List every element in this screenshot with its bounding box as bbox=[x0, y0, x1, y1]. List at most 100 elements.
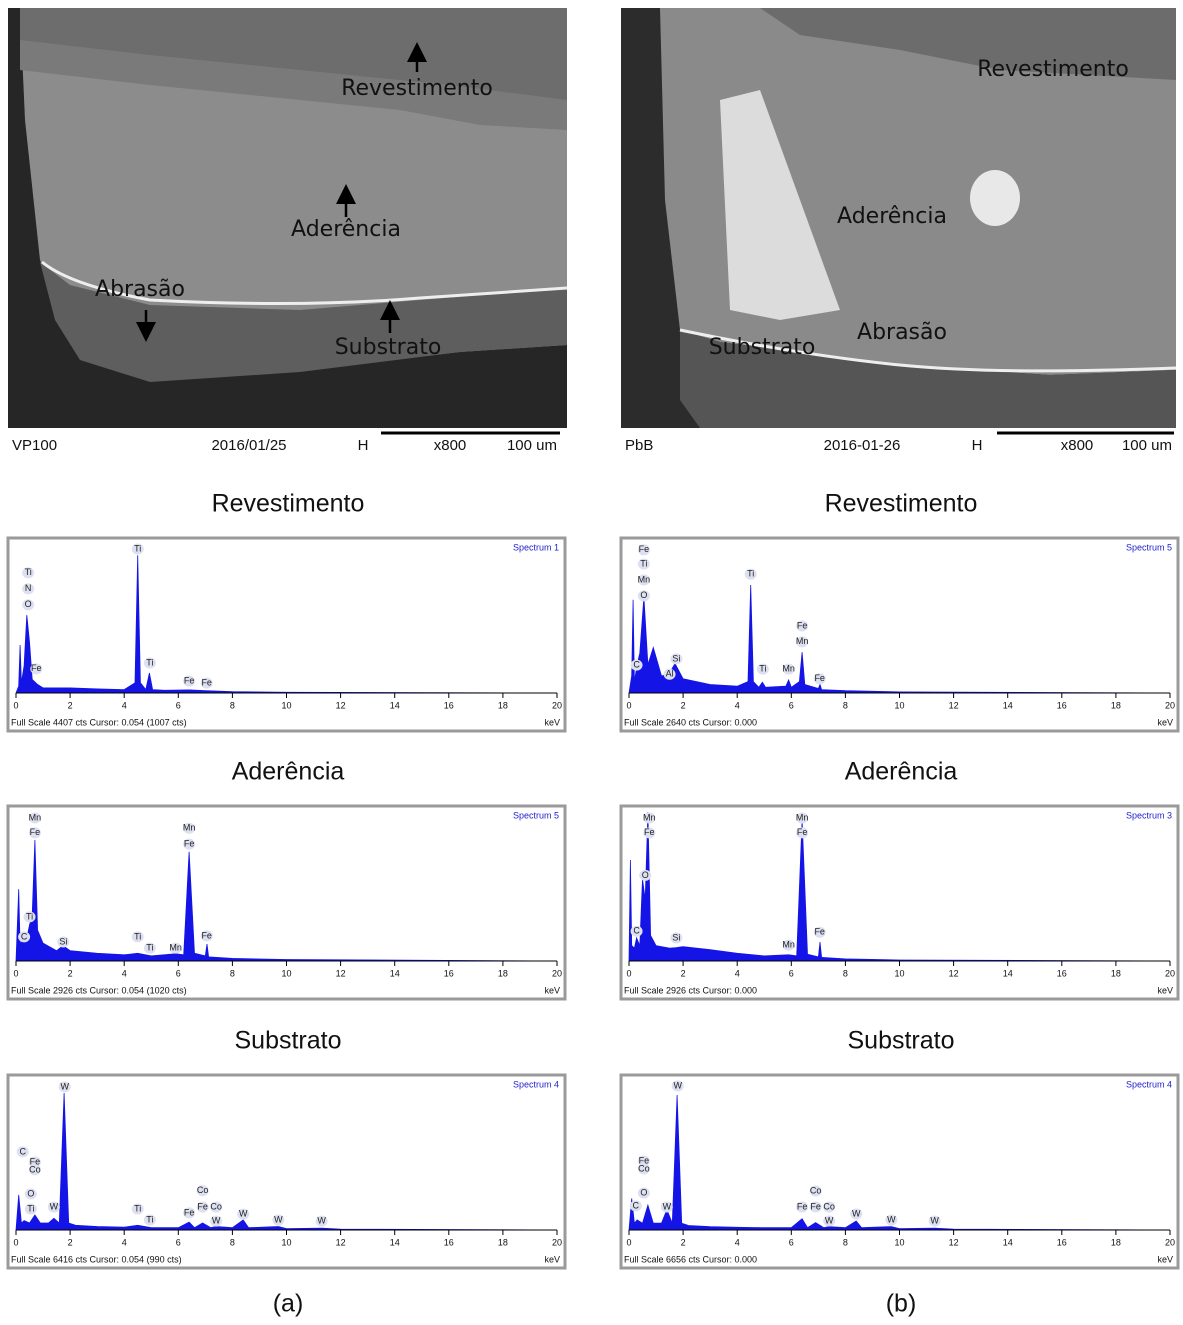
x-tick-label: 0 bbox=[626, 968, 631, 978]
peak-label: Co bbox=[29, 1164, 41, 1174]
peak-label: W bbox=[663, 1201, 672, 1211]
x-tick-label: 12 bbox=[336, 968, 346, 978]
x-tick-label: 8 bbox=[843, 968, 848, 978]
peak-label: Si bbox=[672, 653, 680, 663]
x-tick-label: 16 bbox=[444, 968, 454, 978]
peak-label: Fe bbox=[814, 927, 825, 937]
x-tick-label: 20 bbox=[1165, 1237, 1175, 1247]
x-tick-label: 10 bbox=[894, 968, 904, 978]
peak-label: Fe bbox=[797, 620, 808, 630]
x-tick-label: 0 bbox=[13, 968, 18, 978]
sem-label: Revestimento bbox=[341, 76, 493, 101]
peak-label: W bbox=[50, 1201, 59, 1211]
peak-label: C bbox=[21, 931, 28, 941]
x-tick-label: 0 bbox=[13, 700, 18, 710]
x-tick-label: 4 bbox=[122, 1237, 127, 1247]
x-tick-label: 14 bbox=[390, 700, 400, 710]
caption: (a) bbox=[273, 1290, 304, 1318]
peak-label: Ti bbox=[134, 931, 141, 941]
peak-label: Ti bbox=[134, 1203, 141, 1213]
x-tick-label: 0 bbox=[626, 1237, 631, 1247]
peak-label: W bbox=[239, 1208, 248, 1218]
peak-label: C bbox=[633, 660, 640, 670]
x-tick-label: 2 bbox=[68, 968, 73, 978]
peak-label: Al bbox=[666, 669, 674, 679]
spectrum-heading: Aderência bbox=[232, 758, 345, 786]
sem-label: Aderência bbox=[291, 217, 401, 242]
peak-label: Ti bbox=[146, 657, 153, 667]
peak-label: O bbox=[25, 599, 32, 609]
peak-label: Fe bbox=[201, 930, 212, 940]
x-tick-label: 10 bbox=[281, 700, 291, 710]
sem-info: H bbox=[972, 437, 983, 454]
peak-label: Mn bbox=[796, 636, 809, 646]
sem-label: Substrato bbox=[709, 335, 816, 360]
peak-label: Mn bbox=[29, 812, 42, 822]
x-tick-label: 0 bbox=[13, 1237, 18, 1247]
peak-label: Mn bbox=[796, 812, 809, 822]
x-tick-label: 4 bbox=[122, 700, 127, 710]
peak-label: C bbox=[633, 926, 640, 936]
peak-label: W bbox=[60, 1081, 69, 1091]
x-tick-label: 2 bbox=[681, 1237, 686, 1247]
sem-info: H bbox=[358, 437, 369, 454]
spectrum-name: Spectrum 3 bbox=[1126, 810, 1172, 820]
spectrum-name: Spectrum 5 bbox=[513, 810, 559, 820]
x-tick-label: 10 bbox=[894, 1237, 904, 1247]
peak-label: Ti bbox=[26, 911, 33, 921]
x-tick-label: 4 bbox=[735, 968, 740, 978]
x-tick-label: 10 bbox=[281, 1237, 291, 1247]
x-tick-label: 2 bbox=[681, 700, 686, 710]
sem-info: x800 bbox=[1061, 437, 1094, 454]
x-tick-label: 18 bbox=[498, 968, 508, 978]
peak-label: Mn bbox=[643, 812, 656, 822]
peak-label: Mn bbox=[638, 574, 651, 584]
peak-label: Ti bbox=[27, 1203, 34, 1213]
x-tick-label: 20 bbox=[1165, 968, 1175, 978]
sem-info: 100 um bbox=[1122, 437, 1172, 454]
x-tick-label: 16 bbox=[1057, 968, 1067, 978]
peak-label: W bbox=[212, 1215, 221, 1225]
peak-label: Fe bbox=[797, 827, 808, 837]
peak-label: Ti bbox=[640, 558, 647, 568]
peak-label: Fe bbox=[201, 678, 212, 688]
peak-label: N bbox=[25, 583, 32, 593]
x-tick-label: 16 bbox=[1057, 1237, 1067, 1247]
x-tick-label: 2 bbox=[68, 1237, 73, 1247]
sem-info: VP100 bbox=[12, 437, 57, 454]
x-tick-label: 12 bbox=[336, 1237, 346, 1247]
peak-label: W bbox=[673, 1080, 682, 1090]
x-tick-label: 14 bbox=[1003, 968, 1013, 978]
peak-label: C bbox=[633, 1200, 640, 1210]
x-tick-label: 12 bbox=[949, 968, 959, 978]
x-unit: keV bbox=[544, 1254, 560, 1264]
x-tick-label: 8 bbox=[230, 1237, 235, 1247]
spectrum-name: Spectrum 5 bbox=[1126, 542, 1172, 552]
x-tick-label: 6 bbox=[789, 700, 794, 710]
peak-label: C bbox=[20, 1146, 27, 1156]
peak-label: Ti bbox=[146, 1214, 153, 1224]
x-unit: keV bbox=[1157, 985, 1173, 995]
x-tick-label: 18 bbox=[498, 1237, 508, 1247]
x-tick-label: 4 bbox=[122, 968, 127, 978]
sem-label: Aderência bbox=[837, 204, 947, 229]
peak-label: W bbox=[274, 1214, 283, 1224]
peak-label: W bbox=[887, 1214, 896, 1224]
x-tick-label: 6 bbox=[789, 968, 794, 978]
x-tick-label: 20 bbox=[552, 968, 562, 978]
x-tick-label: 20 bbox=[1165, 700, 1175, 710]
spectrum-heading: Aderência bbox=[845, 758, 958, 786]
peak-label: Mn bbox=[169, 943, 182, 953]
peak-label: W bbox=[317, 1215, 326, 1225]
peak-label: Mn bbox=[183, 823, 196, 833]
x-unit: keV bbox=[544, 717, 560, 727]
peak-label: Fe bbox=[814, 673, 825, 683]
x-tick-label: 6 bbox=[789, 1237, 794, 1247]
spectrum-footer: Full Scale 6656 cts Cursor: 0.000 bbox=[624, 1254, 757, 1264]
x-tick-label: 18 bbox=[498, 700, 508, 710]
sem-info: 100 um bbox=[507, 437, 557, 454]
x-tick-label: 16 bbox=[444, 1237, 454, 1247]
spectrum-heading: Substrato bbox=[234, 1027, 341, 1055]
peak-label: Fe bbox=[184, 838, 195, 848]
spectrum-heading: Revestimento bbox=[212, 490, 365, 518]
